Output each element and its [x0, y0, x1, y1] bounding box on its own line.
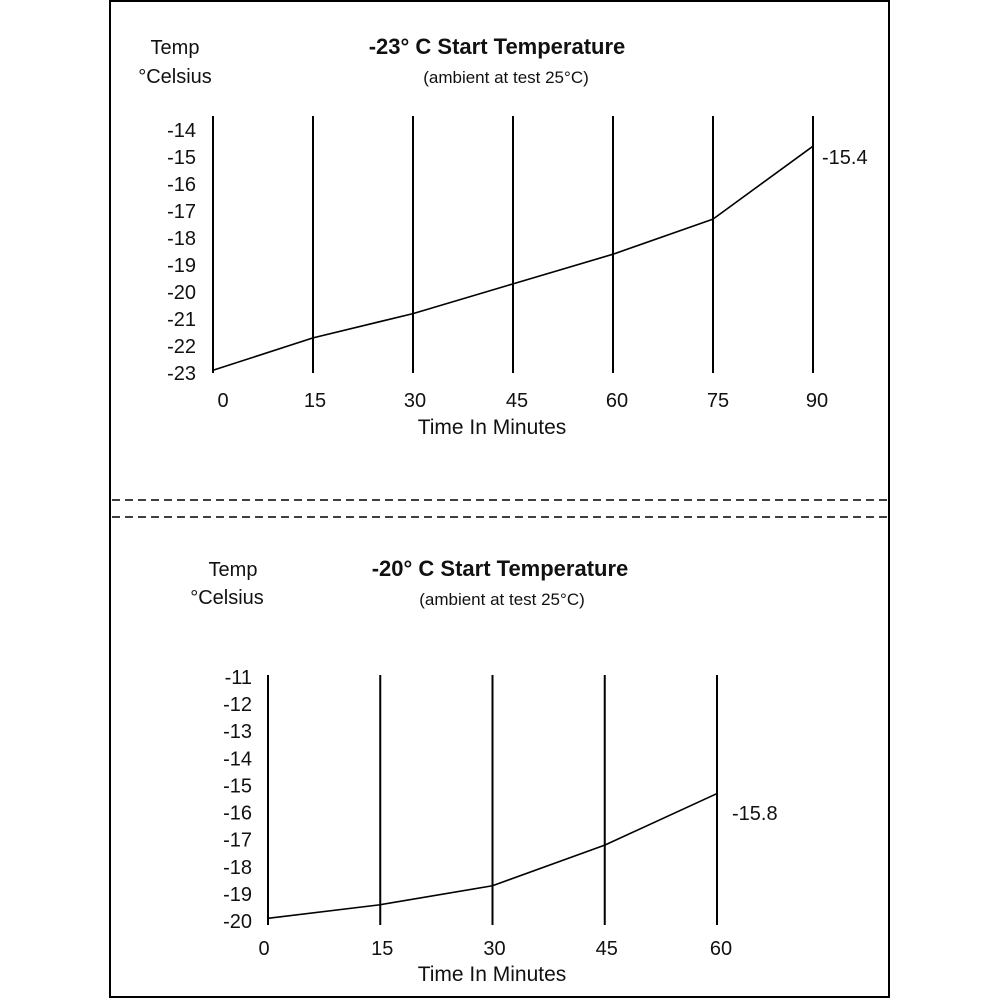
chart-1-data-point — [212, 369, 214, 372]
figure-border — [109, 0, 890, 998]
chart-2-data-point — [603, 844, 606, 847]
chart-1-y-tick-label: -16 — [167, 174, 196, 196]
chart-1-x-tick-label: 75 — [707, 390, 729, 412]
chart-2-y-tick-label: -12 — [223, 694, 252, 716]
chart-2-data-point — [491, 884, 494, 887]
chart-1-plot: -14 -15 -16 -17 -18 -19 -20 -21 -22 -23 0 15 30 45 60 7… — [167, 116, 828, 412]
chart-2-ylabel-line2: °Celsius — [190, 587, 264, 609]
chart-2-y-tick-label: -11 — [225, 667, 252, 689]
chart-1-y-tick-label: -19 — [167, 255, 196, 277]
chart-2-x-tick-label: 30 — [483, 938, 505, 960]
chart-2-x-tick-label: 15 — [371, 938, 393, 960]
chart-1-x-tick-label: 0 — [217, 390, 228, 412]
chart-1-data-point — [812, 145, 814, 148]
chart-1-data-point — [512, 282, 514, 285]
chart-1-data-point — [412, 312, 414, 315]
chart-2-ylabel-line1: Temp — [209, 559, 258, 581]
chart-1-y-tick-label: -22 — [167, 336, 196, 358]
chart-1-x-tick-label: 90 — [806, 390, 828, 412]
chart-1-y-tick-label: -20 — [167, 282, 196, 304]
chart-1-y-tick-label: -21 — [167, 309, 196, 331]
chart-1-y-tick-label: -17 — [167, 201, 196, 223]
chart-2-y-tick-label: -16 — [223, 803, 252, 825]
chart-1-data-point — [612, 253, 614, 256]
chart-2-data-point — [716, 792, 718, 795]
chart-1-y-tick-label: -15 — [167, 147, 196, 169]
chart-1-ylabel-line2: °Celsius — [138, 66, 212, 88]
chart-2-xlabel: Time In Minutes — [418, 963, 567, 986]
chart-1-xlabel: Time In Minutes — [418, 416, 567, 439]
chart-1-end-label: -15.4 — [822, 147, 868, 169]
chart-2-y-tick-label: -18 — [223, 857, 252, 879]
chart-2-y-tick-label: -19 — [223, 884, 252, 906]
chart-1-data-point — [312, 336, 314, 339]
chart-2-end-label: -15.8 — [732, 803, 778, 825]
chart-2-title: -20° C Start Temperature — [372, 556, 629, 581]
chart-2-plot: -11 -12 -13 -14 -15 -16 -17 -18 -19 -20 0 15 30 45 60 — [223, 667, 732, 960]
chart-1-y-tick-label: -18 — [167, 228, 196, 250]
chart-2-y-tick-label: -14 — [223, 748, 252, 770]
chart-2-y-tick-label: -20 — [223, 911, 252, 933]
chart-1-y-tick-label: -23 — [167, 363, 196, 385]
chart-2-data-point — [267, 917, 269, 920]
chart-1-x-tick-label: 30 — [404, 390, 426, 412]
chart-1-x-tick-label: 45 — [506, 390, 528, 412]
chart-1-title: -23° C Start Temperature — [369, 34, 626, 59]
chart-2-y-tick-label: -15 — [223, 775, 252, 797]
chart-1-ylabel-line1: Temp — [151, 37, 200, 59]
chart-2-data-point — [379, 903, 382, 906]
chart-1-x-tick-label: 60 — [606, 390, 628, 412]
chart-2-x-tick-label: 60 — [710, 938, 732, 960]
chart-2-subtitle: (ambient at test 25°C) — [419, 590, 585, 609]
chart-2-y-tick-label: -17 — [223, 830, 252, 852]
chart-2-x-tick-label: 45 — [596, 938, 618, 960]
chart-2-x-tick-label: 0 — [258, 938, 269, 960]
chart-1-y-tick-label: -14 — [167, 120, 196, 142]
chart-1-x-tick-label: 15 — [304, 390, 326, 412]
chart-1-data-point — [712, 218, 714, 221]
chart-2-y-tick-label: -13 — [223, 721, 252, 743]
chart-1-subtitle: (ambient at test 25°C) — [423, 68, 589, 87]
